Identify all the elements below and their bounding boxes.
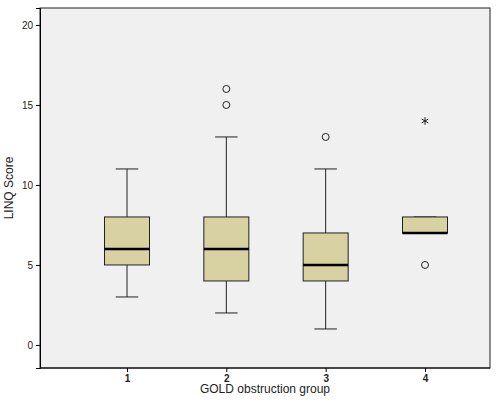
y-tick-mark — [36, 25, 40, 26]
chart: 051015201234GOLD obstruction groupLINQ S… — [0, 0, 500, 401]
box — [403, 217, 448, 233]
y-tick-label: 20 — [22, 20, 34, 31]
lower-cap — [116, 296, 139, 297]
y-tick-label: 0 — [27, 340, 33, 351]
y-tick-label: 5 — [27, 260, 33, 271]
upper-cap — [314, 168, 337, 169]
y-tick-mark — [36, 265, 40, 266]
box-group — [303, 133, 348, 328]
box — [303, 233, 348, 281]
median — [105, 248, 150, 251]
y-axis-title: LINQ Score — [2, 156, 16, 219]
x-axis-line — [40, 368, 490, 369]
median — [204, 248, 249, 251]
y-axis: 0 5 10 15 20 — [22, 9, 41, 369]
upper-whisker — [325, 169, 326, 233]
x-tick-mark — [127, 368, 128, 372]
x-tick-mark — [326, 368, 327, 372]
box-group — [204, 85, 249, 313]
plot-area — [40, 8, 490, 368]
y-tick: 5 — [27, 260, 40, 271]
median — [403, 232, 448, 235]
box — [204, 217, 249, 281]
y-tick-mark — [36, 345, 40, 346]
x-axis-title: GOLD obstruction group — [200, 382, 330, 396]
outlier — [223, 85, 230, 92]
box-group — [105, 169, 150, 297]
upper-cap — [116, 168, 139, 169]
y-tick: 15 — [22, 100, 40, 111]
extreme — [422, 117, 429, 125]
y-tick: 10 — [22, 180, 40, 191]
upper-whisker — [127, 169, 128, 217]
x-tick-mark — [425, 368, 426, 372]
y-tick-label: 10 — [22, 180, 34, 191]
x-tick-label: 4 — [423, 373, 429, 384]
outlier — [422, 261, 429, 268]
lower-cap — [314, 328, 337, 329]
y-tick: 0 — [27, 340, 40, 351]
x-tick: 1 — [125, 368, 131, 384]
y-tick-mark — [36, 185, 40, 186]
x-tick: 4 — [423, 368, 429, 384]
y-tick: 20 — [22, 20, 40, 31]
y-axis-line — [36, 9, 41, 369]
median — [303, 264, 348, 267]
lower-whisker — [325, 281, 326, 329]
upper-cap — [215, 136, 238, 137]
y-tick-mark — [36, 105, 40, 106]
y-tick-label: 15 — [22, 100, 34, 111]
lower-cap — [215, 312, 238, 313]
lower-whisker — [226, 281, 227, 313]
lower-whisker — [127, 265, 128, 297]
outlier — [322, 133, 329, 140]
box-group — [403, 117, 448, 268]
box — [105, 217, 150, 265]
upper-whisker — [226, 137, 227, 217]
outlier — [223, 101, 230, 108]
marks — [105, 85, 448, 329]
x-tick-mark — [226, 368, 227, 372]
x-tick-label: 1 — [125, 373, 131, 384]
